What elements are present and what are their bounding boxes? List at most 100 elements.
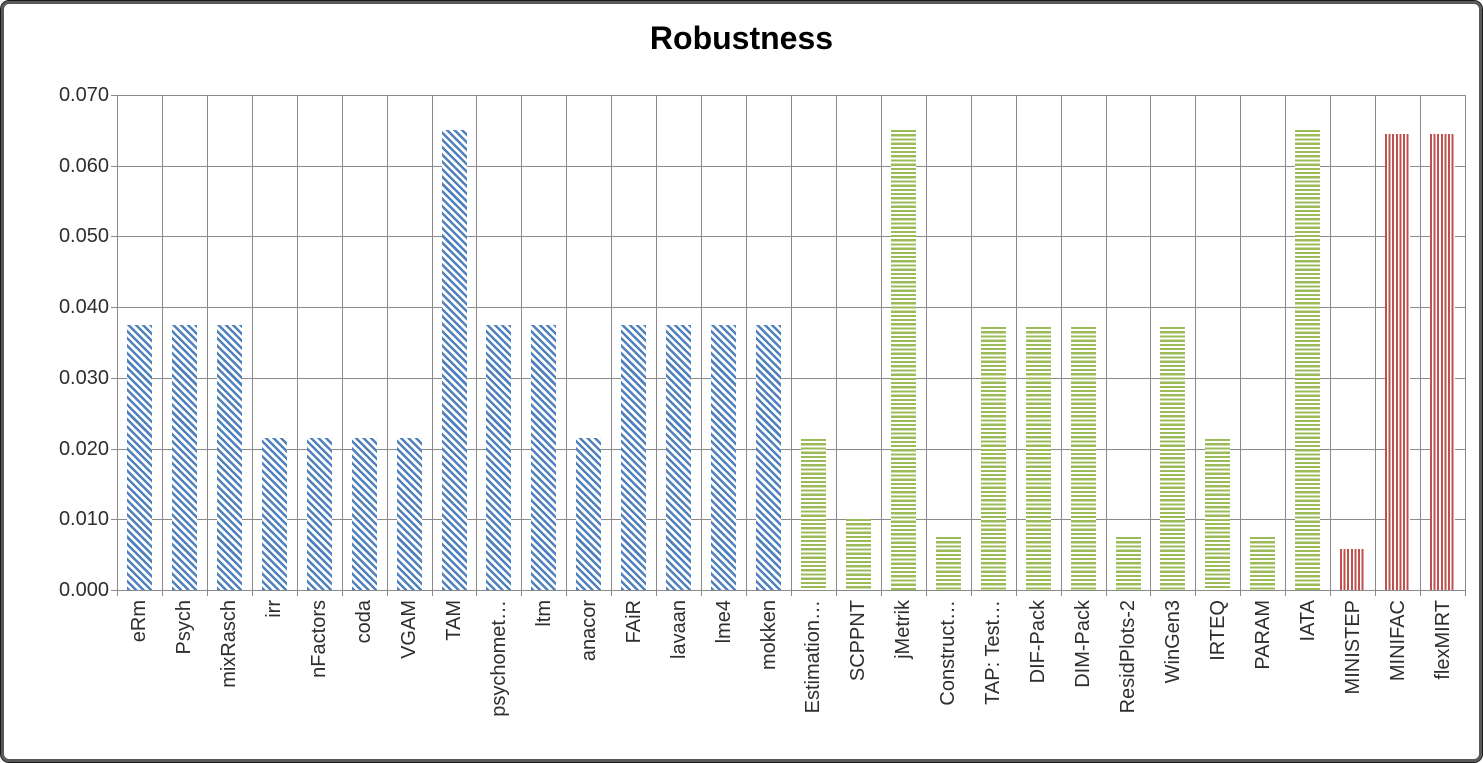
x-axis-tick [1375,590,1377,596]
bar-eRm [126,324,152,590]
chart-title: Robustness [649,20,834,56]
bar-mokken [756,324,782,590]
gridline-vertical [521,95,523,590]
bar-nFactors [306,437,332,590]
x-axis-tick [296,590,298,596]
x-axis-tick [431,590,433,596]
x-axis-tick [925,590,927,596]
gridline-vertical [1195,95,1197,590]
y-axis-tick [111,448,117,450]
x-axis-tick [251,590,253,596]
y-axis-tick [111,307,117,309]
x-axis-tick-label: ltm [532,600,555,627]
x-axis-tick-label: anacor [577,600,600,662]
x-axis-tick [161,590,163,596]
bar-lavaan [666,324,692,590]
bar-anacor [576,437,602,590]
gridline-vertical [1105,95,1107,590]
bar-flexMIRT [1430,133,1456,590]
x-axis-tick [1420,590,1422,596]
x-axis-tick-label: jMetrik [892,600,915,659]
x-axis-tick-label: SCPPNT [847,600,870,682]
gridline-vertical [611,95,613,590]
bar-IATA [1295,130,1321,590]
x-axis-tick-label: IATA [1296,600,1319,642]
bar-ResidPlots-2 [1115,536,1141,590]
x-axis-tick-label: PARAM [1251,600,1274,670]
gridline-vertical [1150,95,1152,590]
bar-SCPPNT [845,519,871,590]
x-axis-tick [791,590,792,596]
x-axis-tick [566,590,568,596]
bar-lme4 [711,324,737,590]
y-axis-tick [111,377,117,379]
x-axis-tick [341,590,343,596]
x-axis-tick-label: TAM [443,600,465,641]
x-axis-tick [746,590,748,596]
y-axis-tick [111,95,117,96]
gridline-vertical [746,95,748,590]
bar-TAM [441,130,467,590]
bar-mixRasch [216,324,242,590]
x-axis-tick [386,590,388,596]
bar-DIM-Pack [1070,326,1096,590]
x-axis-tick [117,590,118,596]
gridline-vertical [791,95,792,590]
gridline-vertical [970,95,972,590]
gridline-vertical [701,95,703,590]
x-axis-tick-label: MINISTEP [1341,600,1364,695]
x-axis-tick-label: mokken [757,600,780,671]
x-axis-tick [1285,590,1287,596]
gridline-vertical [880,95,882,590]
x-axis-tick [970,590,972,596]
x-axis-tick-label: FAiR [622,600,645,644]
x-axis-tick-label: eRm [128,600,151,643]
gridline-vertical [431,95,433,590]
bar-Construct… [935,536,961,590]
x-axis-tick-label: VGAM [398,600,421,659]
y-axis-tick [111,165,117,167]
y-axis-tick [111,590,117,591]
x-axis-tick-label: lavaan [667,600,690,659]
gridline-vertical [251,95,253,590]
bar-DIF-Pack [1025,326,1051,590]
gridline-vertical [1015,95,1017,590]
x-axis-tick-label: Estimation… [802,600,825,714]
gridline-vertical [1060,95,1062,590]
bar-irr [261,437,287,590]
bar-Estimation… [800,439,826,590]
gridline-vertical [1330,95,1332,590]
x-axis-tick-label: ResidPlots-2 [1117,600,1139,714]
x-axis-tick [1465,590,1466,596]
gridline-vertical [206,95,208,590]
bar-TAP: Test… [980,326,1006,590]
gridline-vertical [1375,95,1377,590]
x-axis-tick [1150,590,1152,596]
x-axis-tick [1015,590,1017,596]
x-axis-tick [521,590,523,596]
x-axis-tick [880,590,882,596]
bar-MINISTEP [1340,548,1366,590]
bar-VGAM [396,437,422,590]
x-axis-tick-label: TAP: Test… [982,600,1005,705]
x-axis-tick [1195,590,1197,596]
x-axis-tick [1060,590,1062,596]
gridline-vertical [1420,95,1422,590]
y-axis-tick-label: 0.060 [58,154,109,177]
x-axis-tick-label: irr [263,600,286,618]
y-axis-tick-label: 0.020 [58,437,109,460]
y-axis-tick-label: 0.030 [58,366,109,389]
gridline-vertical [476,95,478,590]
bar-WinGen3 [1160,326,1186,590]
bar-PARAM [1250,536,1276,590]
x-axis-tick [1240,590,1242,596]
x-axis-tick [1105,590,1107,596]
x-axis-tick-label: mixRasch [218,600,241,688]
y-axis-tick-label: 0.010 [58,508,109,531]
x-axis-tick [656,590,658,596]
gridline-vertical [1285,95,1287,590]
bar-ltm [531,324,557,590]
gridline-vertical [656,95,658,590]
x-axis-tick-label: flexMIRT [1431,600,1454,680]
x-axis-tick-label: nFactors [308,600,331,678]
